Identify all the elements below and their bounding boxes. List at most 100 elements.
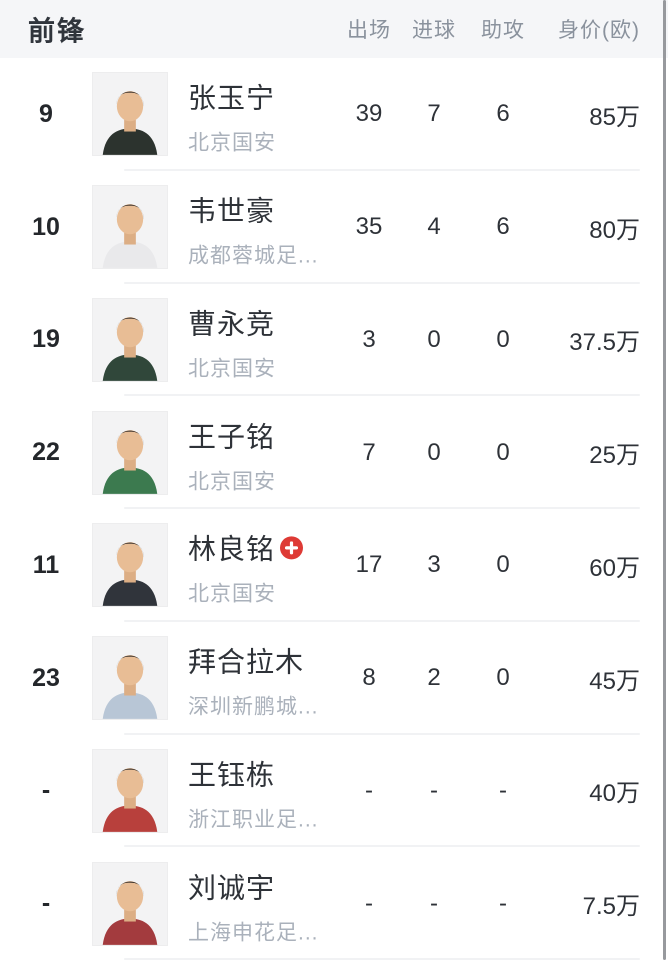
stat-market-value: 85万 <box>589 103 640 131</box>
stat-appearances: - <box>365 776 373 804</box>
player-row[interactable]: 22 王子铭 北京国安 7 0 0 25万 <box>0 396 668 509</box>
row-divider <box>124 168 640 171</box>
player-name: 刘诚宇 <box>188 872 276 904</box>
player-club: 北京国安 <box>188 357 276 381</box>
stat-market-value: 40万 <box>589 780 640 808</box>
vertical-scrollbar[interactable] <box>663 0 666 960</box>
column-header-goals[interactable]: 进球 <box>412 19 456 42</box>
stat-assists: 6 <box>496 213 510 241</box>
player-avatar-icon <box>93 749 167 832</box>
stat-appearances: 35 <box>355 213 383 241</box>
stat-appearances: 39 <box>355 100 383 128</box>
stat-goals: 0 <box>427 438 441 466</box>
row-divider <box>124 507 640 509</box>
player-row[interactable]: - 刘诚宇 上海申花足... - - - 7.5万 <box>0 847 668 960</box>
stat-appearances: - <box>365 889 373 917</box>
player-name: 韦世豪 <box>188 195 276 227</box>
player-avatar-icon <box>93 862 167 945</box>
player-info: 林良铭 北京国安 <box>188 528 353 608</box>
column-header-appearances[interactable]: 出场 <box>347 19 391 42</box>
stat-assists: 6 <box>496 100 510 128</box>
stat-assists: - <box>499 889 507 917</box>
player-row[interactable]: - 王钰栋 浙江职业足... - - - 40万 <box>0 734 668 848</box>
player-row[interactable]: 10 韦世豪 成都蓉城足... 35 4 6 80万 <box>0 170 668 284</box>
player-club: 浙江职业足... <box>188 808 319 832</box>
stat-assists: 0 <box>496 325 510 353</box>
player-row[interactable]: 11 林良铭 北京国安 17 3 0 60万 <box>0 509 668 622</box>
player-photo <box>92 748 168 833</box>
player-name: 林良铭 <box>188 533 276 565</box>
stat-assists: 0 <box>496 664 510 692</box>
player-avatar-icon <box>93 411 167 494</box>
jersey-number: - <box>41 889 51 918</box>
player-club: 深圳新鹏城... <box>188 695 319 719</box>
stat-appearances: 8 <box>362 664 376 692</box>
player-club: 北京国安 <box>188 582 276 606</box>
player-info: 韦世豪 成都蓉城足... <box>188 190 353 270</box>
player-avatar-icon <box>93 298 167 381</box>
row-divider <box>124 732 640 735</box>
player-photo <box>92 185 168 270</box>
player-club: 北京国安 <box>188 131 276 155</box>
row-divider <box>124 281 640 284</box>
stat-goals: 0 <box>427 325 441 353</box>
row-divider <box>124 958 640 960</box>
stat-goals: 2 <box>427 664 441 692</box>
jersey-number: 22 <box>32 438 60 467</box>
stat-market-value: 7.5万 <box>582 893 640 921</box>
player-avatar-icon <box>93 73 167 156</box>
player-name: 曹永竞 <box>188 308 276 340</box>
jersey-number: 9 <box>39 99 53 128</box>
player-club: 北京国安 <box>188 470 276 494</box>
player-name: 王子铭 <box>188 421 276 453</box>
player-club: 成都蓉城足... <box>188 244 319 268</box>
stat-goals: - <box>430 889 438 917</box>
stat-assists: 0 <box>496 551 510 579</box>
jersey-number: 19 <box>32 325 60 354</box>
stat-market-value: 37.5万 <box>569 329 640 357</box>
player-info: 王钰栋 浙江职业足... <box>188 753 353 833</box>
player-club: 上海申花足... <box>188 921 319 945</box>
stat-goals: - <box>430 776 438 804</box>
stat-goals: 3 <box>427 551 441 579</box>
jersey-number: - <box>41 776 51 805</box>
jersey-number: 10 <box>32 212 60 241</box>
player-avatar-icon <box>93 637 167 720</box>
player-info: 刘诚宇 上海申花足... <box>188 866 353 946</box>
player-photo <box>92 523 168 608</box>
player-info: 拜合拉木 深圳新鹏城... <box>188 641 353 721</box>
stat-assists: - <box>499 776 507 804</box>
row-divider <box>124 619 640 622</box>
stat-appearances: 7 <box>362 438 376 466</box>
player-photo <box>92 297 168 382</box>
stat-market-value: 45万 <box>589 667 640 695</box>
player-avatar-icon <box>93 524 167 607</box>
player-name: 张玉宁 <box>188 82 276 114</box>
player-photo <box>92 410 168 495</box>
player-photo <box>92 861 168 946</box>
player-name: 拜合拉木 <box>188 646 305 678</box>
stat-goals: 4 <box>427 213 441 241</box>
column-header-assists[interactable]: 助攻 <box>481 19 525 42</box>
player-info: 张玉宁 北京国安 <box>188 77 353 157</box>
injury-plus-badge-icon <box>280 536 304 560</box>
column-header-market-value[interactable]: 身价(欧) <box>558 19 640 42</box>
stat-market-value: 25万 <box>589 442 640 470</box>
stat-appearances: 17 <box>355 551 383 579</box>
position-group-header: 前锋 出场 进球 助攻 身价(欧) <box>0 0 668 58</box>
player-name: 王钰栋 <box>188 759 276 791</box>
player-row[interactable]: 19 曹永竞 北京国安 3 0 0 37.5万 <box>0 283 668 397</box>
position-title: 前锋 <box>28 16 86 47</box>
row-divider <box>124 394 640 397</box>
stat-appearances: 3 <box>362 325 376 353</box>
player-info: 曹永竞 北京国安 <box>188 302 353 382</box>
player-info: 王子铭 北京国安 <box>188 415 353 495</box>
jersey-number: 23 <box>32 663 60 692</box>
row-divider <box>124 845 640 848</box>
player-row[interactable]: 9 张玉宁 北京国安 39 7 6 85万 <box>0 58 668 171</box>
stat-market-value: 80万 <box>589 216 640 244</box>
player-row[interactable]: 23 拜合拉木 深圳新鹏城... 8 2 0 45万 <box>0 621 668 735</box>
stat-market-value: 60万 <box>589 554 640 582</box>
stat-assists: 0 <box>496 438 510 466</box>
player-photo <box>92 72 168 157</box>
